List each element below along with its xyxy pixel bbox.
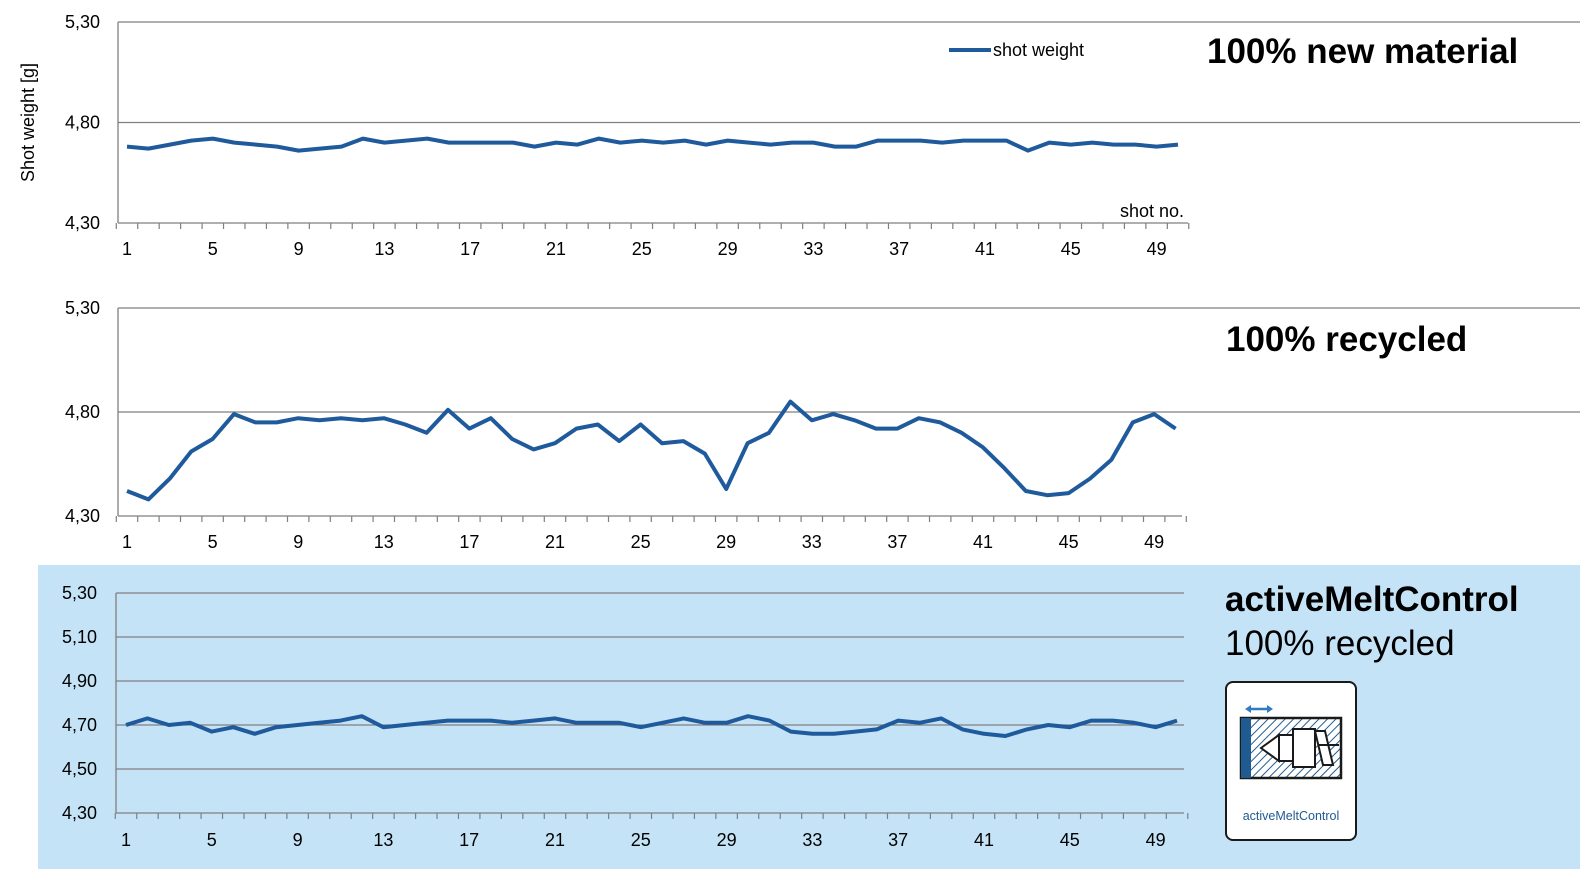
x-tick-label: 33 (802, 830, 822, 850)
x-tick-label: 13 (374, 239, 394, 259)
screw-barrel-icon (1239, 705, 1343, 780)
chart-2 (115, 307, 1580, 522)
x-tick-label: 45 (1060, 830, 1080, 850)
x-tick-label: 49 (1147, 239, 1167, 259)
series-line-shot-weight (126, 136, 1179, 153)
x-tick-label: 25 (631, 830, 651, 850)
y-tick-label: 5,30 (65, 12, 100, 32)
y-tick-label: 4,70 (62, 715, 97, 735)
x-tick-label: 21 (545, 830, 565, 850)
y-tick-label: 5,30 (62, 583, 97, 603)
x-tick-label: 45 (1061, 239, 1081, 259)
x-tick-label: 29 (716, 532, 736, 552)
x-tick-label: 9 (294, 239, 304, 259)
x-tick-label: 13 (374, 532, 394, 552)
x-tick-label: 37 (888, 830, 908, 850)
x-tick-label: 1 (122, 239, 132, 259)
y-tick-label: 4,50 (62, 759, 97, 779)
series-line-shot-weight (125, 714, 1178, 738)
y-tick-label: 4,30 (65, 506, 100, 526)
series-line-shot-weight (126, 399, 1177, 502)
x-tick-label: 17 (460, 239, 480, 259)
x-tick-label: 9 (293, 830, 303, 850)
x-tick-label: 25 (631, 532, 651, 552)
y-tick-label: 5,30 (65, 298, 100, 318)
x-tick-label: 37 (887, 532, 907, 552)
y-tick-label: 4,80 (65, 402, 100, 422)
x-tick-label: 9 (293, 532, 303, 552)
x-tick-label: 5 (208, 532, 218, 552)
y-tick-label: 4,30 (65, 213, 100, 233)
activemeltcontrol-logo: activeMeltControl (1225, 681, 1357, 841)
x-tick-label: 25 (632, 239, 652, 259)
y-tick-label: 4,80 (65, 113, 100, 133)
x-tick-label: 41 (974, 830, 994, 850)
x-tick-label: 49 (1144, 532, 1164, 552)
y-tick-label: 5,10 (62, 627, 97, 647)
legend-label: shot weight (993, 40, 1084, 60)
x-tick-label: 21 (546, 239, 566, 259)
y-tick-label: 4,30 (62, 803, 97, 823)
x-tick-label: 13 (373, 830, 393, 850)
x-tick-label: 5 (207, 830, 217, 850)
x-tick-label: 41 (975, 239, 995, 259)
chart-1 (115, 21, 1580, 229)
x-tick-label: 21 (545, 532, 565, 552)
x-tick-label: 5 (208, 239, 218, 259)
panel3-subheading: 100% recycled (1225, 624, 1455, 663)
panel3-heading: activeMeltControl (1225, 580, 1519, 619)
x-tick-label: 29 (717, 830, 737, 850)
x-tick-label: 1 (121, 830, 131, 850)
x-tick-label: 29 (718, 239, 738, 259)
chart-3 (114, 592, 1189, 819)
logo-caption: activeMeltControl (1242, 809, 1340, 823)
y-tick-label: 4,90 (62, 671, 97, 691)
panel1-heading: 100% new material (1207, 32, 1519, 71)
x-tick-label: 33 (803, 239, 823, 259)
y-axis-label: Shot weight [g] (18, 63, 38, 182)
x-tick-label: 33 (802, 532, 822, 552)
x-tick-label: 45 (1059, 532, 1079, 552)
x-tick-label: 1 (122, 532, 132, 552)
x-tick-label: 17 (459, 830, 479, 850)
x-tick-label: 37 (889, 239, 909, 259)
x-tick-label: 49 (1146, 830, 1166, 850)
x-tick-label: 17 (459, 532, 479, 552)
x-axis-label: shot no. (1120, 201, 1184, 221)
x-tick-label: 41 (973, 532, 993, 552)
panel2-heading: 100% recycled (1226, 320, 1468, 359)
